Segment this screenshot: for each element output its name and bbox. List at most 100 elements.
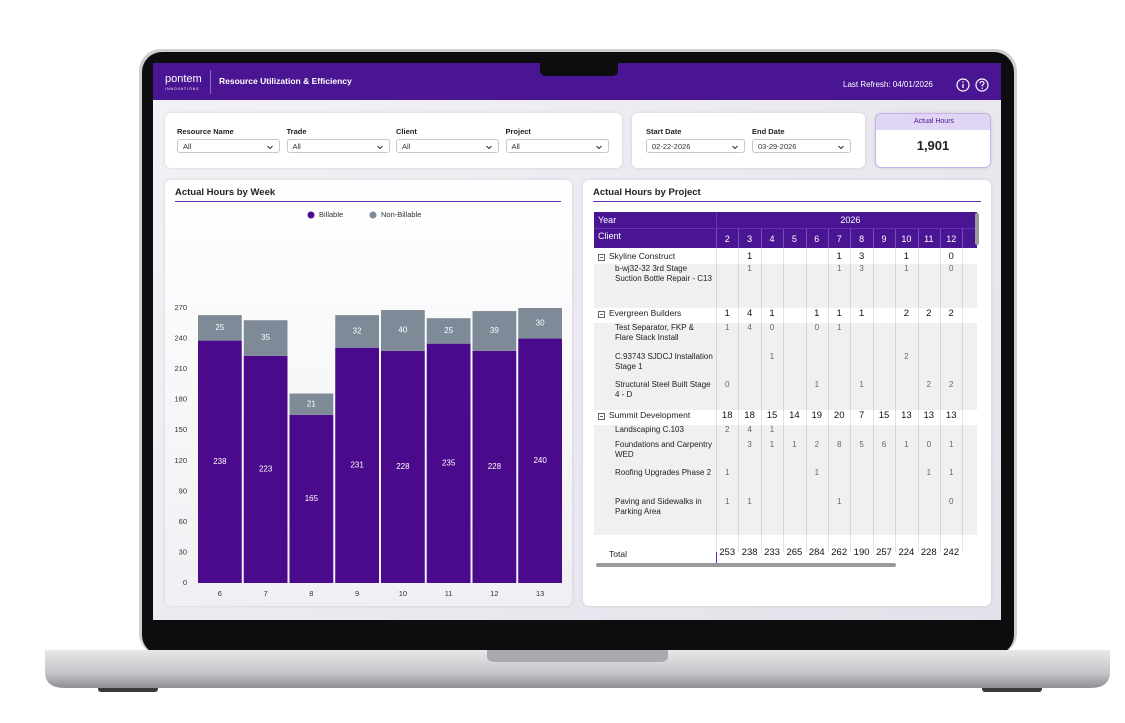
- header-icons: [956, 78, 989, 92]
- bar: [335, 315, 379, 348]
- value-cell: 1: [948, 468, 954, 477]
- dropdown-caret: [267, 145, 273, 150]
- date-input[interactable]: 02-22-2026: [646, 139, 745, 153]
- caret: [838, 145, 844, 150]
- title-underline: [175, 201, 561, 202]
- grid-line: [850, 248, 852, 552]
- x-tick-label: 11: [445, 589, 453, 598]
- column-label: 9: [881, 234, 887, 244]
- info-glyph: [962, 81, 964, 83]
- row-band: [594, 497, 977, 535]
- client-label: Summit Development: [609, 410, 691, 420]
- v-scrollbar[interactable]: [975, 213, 979, 245]
- value-cell: 2: [904, 352, 909, 361]
- total-cell: 224: [898, 547, 915, 558]
- bar-label: 231: [350, 460, 364, 469]
- value-cell: 1: [724, 308, 730, 319]
- value-cell: 2: [814, 440, 820, 449]
- client-label: Skyline Construct: [609, 251, 676, 261]
- value-cell: 1: [769, 352, 775, 361]
- value-cell: 1: [836, 264, 842, 273]
- column-label: 7: [836, 234, 842, 244]
- bar-label: 40: [398, 326, 407, 335]
- filter-panel: Resource Name All Trade All Client All Project…: [165, 113, 622, 168]
- dropdown-caret: [486, 145, 492, 150]
- kpi-card: Actual Hours 1,901: [875, 113, 991, 168]
- bar-label: 21: [307, 399, 316, 408]
- total-cell: 238: [741, 547, 758, 558]
- value-cell: 2: [948, 380, 954, 389]
- value-cell: 1: [859, 380, 864, 389]
- total-cell: 262: [831, 547, 848, 558]
- value-cell: 1: [858, 308, 865, 319]
- grid-line: [872, 229, 874, 248]
- dropdown-caret: [376, 145, 383, 150]
- expand-icon[interactable]: [598, 413, 605, 420]
- help-glyph: [981, 87, 983, 89]
- value-cell: 0: [948, 497, 954, 506]
- value-cell: 3: [747, 440, 752, 449]
- project-label: Foundations and Carpentry WED: [615, 440, 712, 459]
- value-cell: 4: [747, 323, 752, 332]
- value-cell: 8: [836, 440, 842, 449]
- bar: [198, 340, 242, 583]
- value-cell: 1: [792, 440, 797, 449]
- kpi-label: Actual Hours: [876, 114, 990, 130]
- grid-line: [760, 229, 762, 248]
- filter-dropdown[interactable]: All: [505, 139, 609, 153]
- value-cell: 1: [747, 264, 752, 273]
- bar-label: 238: [213, 457, 227, 466]
- h-scrollbar[interactable]: [596, 563, 896, 567]
- project-label: Test Separator, FKP & Flare Stack Instal…: [615, 323, 695, 342]
- column-label: 2: [724, 234, 730, 244]
- filter-dropdown[interactable]: All: [396, 139, 499, 153]
- grid-line: [917, 248, 919, 552]
- grid-line: [783, 229, 785, 248]
- value-cell: 19: [811, 410, 823, 421]
- value-cell: 0: [948, 264, 954, 273]
- value-cell: 1: [724, 497, 730, 506]
- value-cell: 13: [923, 410, 935, 421]
- help-icon[interactable]: [975, 78, 989, 92]
- value-cell: 1: [926, 468, 932, 477]
- row-band: [594, 323, 977, 352]
- filter-dropdown[interactable]: All: [286, 139, 390, 153]
- value-cell: 2: [926, 380, 932, 389]
- project-label: Landscaping C.103: [615, 425, 684, 434]
- value-cell: 5: [859, 440, 864, 449]
- y-tick-label: 120: [174, 456, 187, 465]
- info-icon[interactable]: [956, 78, 970, 92]
- value-cell: 1: [747, 497, 752, 506]
- bar: [381, 350, 425, 583]
- value-cell: 1: [903, 251, 910, 262]
- date-input[interactable]: 03-29-2026: [752, 139, 851, 153]
- total-cell: 233: [764, 547, 780, 558]
- value-cell: 1: [836, 308, 842, 319]
- panel-title: Actual Hours by Project: [593, 187, 701, 198]
- total-cell: 242: [943, 547, 960, 558]
- project-label: C.93743 SJDCJ Installation Stage 1: [615, 352, 713, 371]
- app-title: Resource Utilization & Efficiency: [219, 76, 352, 86]
- date-label: Start Date: [646, 127, 682, 136]
- total-cell: 228: [920, 547, 937, 558]
- grid-line: [828, 229, 829, 248]
- bar-label: 228: [396, 462, 410, 471]
- row-band: [594, 380, 977, 410]
- bar-label: 39: [490, 326, 499, 335]
- column-label: 12: [946, 234, 957, 244]
- grid-line: [895, 248, 897, 552]
- column-label: 10: [901, 234, 912, 244]
- value-cell: 4: [747, 425, 752, 434]
- expand-icon[interactable]: [598, 254, 605, 261]
- row-band: [594, 264, 977, 308]
- column-label: 3: [747, 234, 753, 244]
- filter-dropdown[interactable]: All: [177, 139, 280, 153]
- chart: 0 30 60 90 120 150 180 210 240 270 Billable Non-Bil…: [174, 210, 562, 598]
- y-tick-label: 30: [179, 547, 187, 556]
- total-cell: 257: [876, 547, 892, 558]
- screen: pontem INNOVATIONS Resource Utilization …: [153, 63, 1001, 620]
- bar-label: 30: [536, 318, 545, 327]
- x-tick-label: 7: [264, 589, 268, 598]
- expand-icon[interactable]: [598, 311, 605, 318]
- bar: [289, 393, 334, 415]
